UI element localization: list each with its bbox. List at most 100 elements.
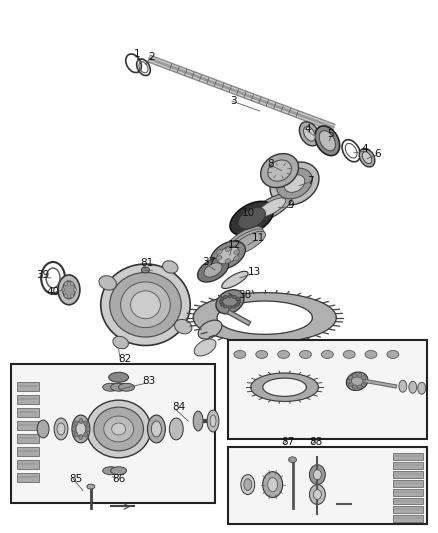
Text: 8: 8 <box>268 159 274 168</box>
Ellipse shape <box>72 415 90 443</box>
Ellipse shape <box>234 250 240 254</box>
Text: 40: 40 <box>46 287 59 297</box>
Ellipse shape <box>261 154 299 188</box>
Ellipse shape <box>304 126 315 141</box>
Ellipse shape <box>348 376 353 380</box>
Text: 83: 83 <box>142 376 156 386</box>
Ellipse shape <box>152 421 161 437</box>
Ellipse shape <box>258 198 286 217</box>
Ellipse shape <box>204 263 222 277</box>
Ellipse shape <box>131 291 160 319</box>
Ellipse shape <box>361 383 366 387</box>
Ellipse shape <box>321 351 333 358</box>
Ellipse shape <box>170 418 183 440</box>
Text: 7: 7 <box>307 175 314 185</box>
Ellipse shape <box>300 351 311 358</box>
Text: 38: 38 <box>238 290 251 300</box>
Ellipse shape <box>244 479 252 490</box>
Ellipse shape <box>363 379 367 383</box>
Ellipse shape <box>110 272 181 337</box>
Ellipse shape <box>101 264 190 345</box>
Bar <box>17 382 39 391</box>
Text: 3: 3 <box>230 96 237 106</box>
Bar <box>17 421 39 430</box>
Bar <box>393 497 423 504</box>
Ellipse shape <box>84 432 88 437</box>
Ellipse shape <box>268 160 291 181</box>
Ellipse shape <box>357 374 362 378</box>
Ellipse shape <box>352 374 357 378</box>
Ellipse shape <box>103 383 119 391</box>
Ellipse shape <box>84 421 88 426</box>
Polygon shape <box>251 373 318 401</box>
Ellipse shape <box>211 241 245 269</box>
Ellipse shape <box>72 426 76 431</box>
Ellipse shape <box>241 475 255 495</box>
Ellipse shape <box>237 300 241 303</box>
Text: 87: 87 <box>282 437 295 447</box>
Ellipse shape <box>256 351 268 358</box>
Ellipse shape <box>348 383 353 387</box>
Ellipse shape <box>162 261 178 273</box>
Ellipse shape <box>222 271 248 288</box>
Ellipse shape <box>230 201 274 235</box>
Text: 10: 10 <box>242 208 255 219</box>
Bar <box>393 480 423 487</box>
Ellipse shape <box>64 294 67 298</box>
Text: 11: 11 <box>252 233 265 243</box>
Ellipse shape <box>174 319 192 334</box>
Ellipse shape <box>223 305 227 308</box>
Ellipse shape <box>111 467 127 475</box>
Bar <box>393 506 423 513</box>
Text: 81: 81 <box>141 258 154 268</box>
Bar <box>393 453 423 460</box>
Ellipse shape <box>387 351 399 358</box>
Ellipse shape <box>315 126 340 156</box>
Ellipse shape <box>314 490 321 499</box>
Ellipse shape <box>86 426 90 431</box>
Bar <box>393 489 423 496</box>
Ellipse shape <box>99 276 117 290</box>
Text: 9: 9 <box>288 200 294 211</box>
Bar <box>11 365 215 504</box>
Bar <box>17 434 39 443</box>
Text: 13: 13 <box>248 267 261 277</box>
Text: 4: 4 <box>304 124 311 134</box>
Ellipse shape <box>198 258 229 282</box>
Bar <box>393 462 423 469</box>
Ellipse shape <box>418 382 426 394</box>
Ellipse shape <box>193 411 203 431</box>
Ellipse shape <box>233 295 236 298</box>
Ellipse shape <box>74 432 78 437</box>
Ellipse shape <box>277 168 312 199</box>
Ellipse shape <box>226 247 231 252</box>
Ellipse shape <box>309 465 325 484</box>
Ellipse shape <box>278 351 290 358</box>
Ellipse shape <box>352 385 357 389</box>
Ellipse shape <box>220 297 224 301</box>
Ellipse shape <box>270 162 319 205</box>
Ellipse shape <box>251 193 292 221</box>
Ellipse shape <box>357 385 362 389</box>
Ellipse shape <box>234 351 246 358</box>
Text: 1: 1 <box>134 50 140 59</box>
Ellipse shape <box>94 407 144 451</box>
Ellipse shape <box>198 320 222 339</box>
Ellipse shape <box>64 282 67 286</box>
Ellipse shape <box>54 418 68 440</box>
Bar <box>17 408 39 417</box>
Ellipse shape <box>79 434 83 439</box>
Ellipse shape <box>219 300 223 303</box>
Ellipse shape <box>216 290 244 314</box>
Ellipse shape <box>309 484 325 504</box>
Ellipse shape <box>346 372 368 391</box>
Ellipse shape <box>217 246 239 264</box>
Polygon shape <box>193 293 336 343</box>
Text: 39: 39 <box>36 270 49 280</box>
Text: 2: 2 <box>148 52 155 62</box>
Ellipse shape <box>104 416 134 442</box>
Ellipse shape <box>148 415 165 443</box>
Bar <box>17 473 39 482</box>
Ellipse shape <box>113 336 128 349</box>
Text: 37: 37 <box>202 257 215 267</box>
